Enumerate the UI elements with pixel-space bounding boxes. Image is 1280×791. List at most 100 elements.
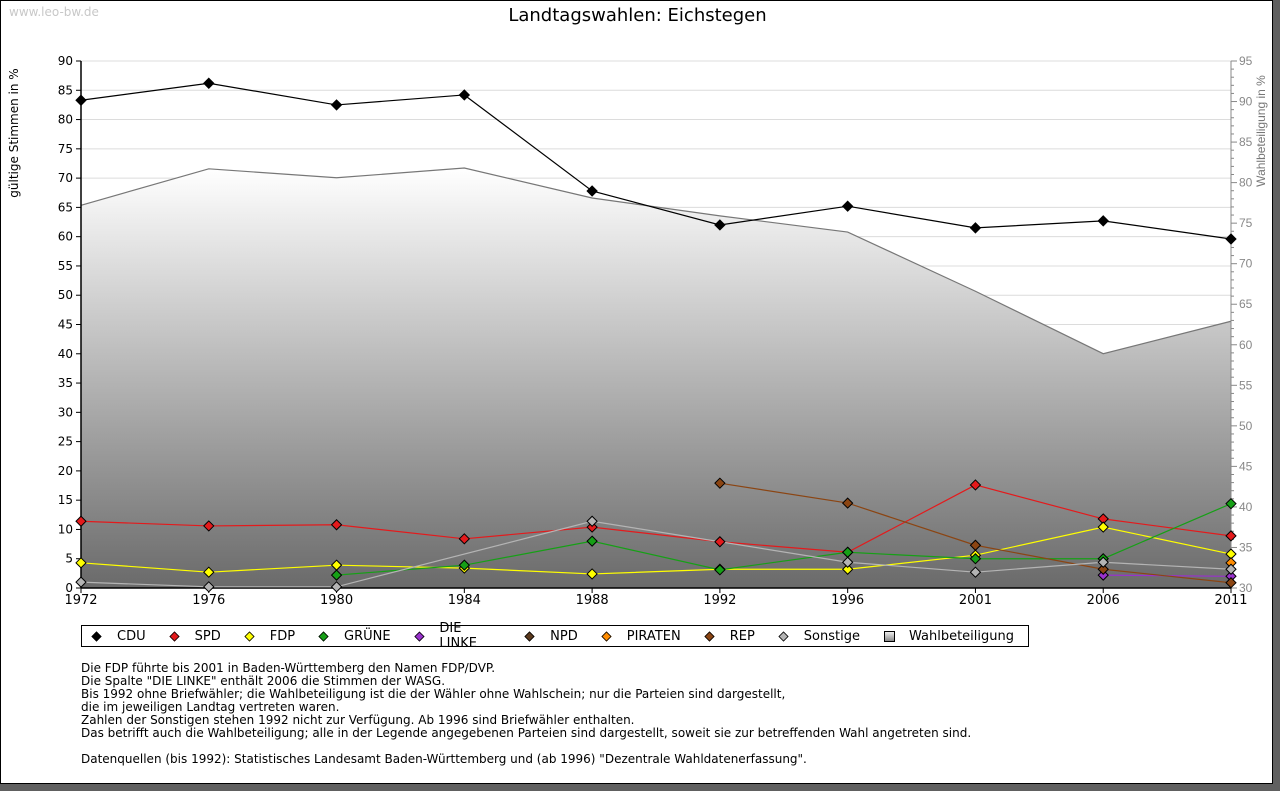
y2-tick-label: 55 [1239,378,1253,392]
y-tick-label: 35 [58,376,73,390]
y-tick-label: 90 [58,54,73,68]
data-point-fdp [586,568,598,580]
data-point-cdu [969,222,982,234]
y2-axis-label: Wahlbeteiligung in % [1254,75,1268,187]
x-tick-label: 1976 [192,593,225,608]
y-tick-label: 15 [58,493,73,507]
data-point-gr-ne [1225,497,1237,510]
chart-svg: 0 5 10 15 20 25 30 35 40 45 50 55 60 65 70 75 80 85 90 30 35… [7,54,1268,608]
legend-item: DIE LINKE [413,621,502,651]
legend-label: FDP [269,628,296,644]
y2-tick-label: 50 [1239,419,1253,433]
legend-label: DIE LINKE [439,621,477,651]
data-point-sonstige [1225,563,1237,575]
series-points [75,77,1237,593]
x-tick-label: 1992 [703,593,736,608]
footnote-line: Die Spalte "DIE LINKE" enthält 2006 die … [81,674,446,688]
data-point-gr-ne [586,535,598,547]
chart-title: Landtagswahlen: Eichstegen [508,5,767,26]
legend-label: Sonstige [803,628,860,644]
legend-label: GRÜNE [344,628,391,644]
legend-marker-icon [601,630,612,642]
data-point-cdu [841,200,854,212]
y-tick-label: 10 [58,522,73,536]
y2-tick-label: 40 [1239,500,1253,514]
x-tick-label: 1972 [64,593,97,608]
y-tick-label: 65 [58,200,73,214]
data-point-spd [75,515,87,527]
footnotes: Die FDP führte bis 2001 in Baden-Württem… [81,662,971,766]
data-point-fdp [841,563,854,575]
y-tick-label: 85 [58,83,73,97]
data-point-spd [586,521,598,533]
data-point-sonstige [330,581,343,593]
legend-marker-icon [91,630,102,642]
legend-item: Wahlbeteiligung [883,628,1014,644]
data-point-cdu [586,185,598,197]
y-tick-label: 75 [58,142,73,156]
data-point-cdu [1097,215,1109,227]
y2-tick-label: 70 [1239,257,1253,271]
y-tick-label: 60 [58,230,73,244]
data-point-cdu [1225,233,1237,245]
data-point-spd [203,520,215,532]
series-line-spd [80,484,1232,553]
legend-marker-icon [778,630,789,642]
data-point-spd [1225,530,1237,542]
data-point-sonstige [203,581,215,593]
legend-label: SPD [194,628,221,644]
footnote-line: Bis 1992 ohne Briefwähler; die Wahlbetei… [81,687,786,701]
y2-tick-label: 65 [1239,297,1253,311]
y-tick-label: 70 [58,171,73,185]
x-tick-label: 1996 [831,593,864,608]
x-tick-label: 2011 [1214,593,1247,608]
x-tick-label: 1984 [448,593,481,608]
legend-marker-icon [704,630,715,642]
legend-item: SPD [169,628,221,644]
legend-marker-icon [524,630,535,642]
footnote-line: die im jeweiligen Landtag vertreten ware… [81,700,340,714]
y2-tick-label: 85 [1239,135,1253,149]
footnote-line: Datenquellen (bis 1992): Statistisches L… [81,752,807,766]
data-point-gr-ne [714,564,726,576]
legend-label: PIRATEN [626,628,681,644]
axes: 0 5 10 15 20 25 30 35 40 45 50 55 60 65 70 75 80 85 90 30 35… [58,54,1253,608]
legend: CDU SPD FDP GRÜNE DIE LINKE NPD PIRATEN REP Sons… [81,621,1029,651]
data-point-cdu [714,219,726,231]
series-line-cdu [80,82,1232,240]
data-point-rep [969,539,982,551]
data-point-rep [714,477,726,489]
data-point-sonstige [75,576,87,588]
data-point-rep [1225,577,1237,589]
y-tick-label: 50 [58,288,73,302]
watermark: www.leo-bw.de [9,5,99,19]
data-point-spd [458,533,471,545]
y-tick-label: 40 [58,347,73,361]
y2-tick-label: 60 [1239,338,1253,352]
data-point-fdp [203,566,215,578]
data-point-cdu [330,99,343,111]
data-point-cdu [75,94,87,106]
y-axis-label: gültige Stimmen in % [7,68,21,197]
data-point-gr-ne [330,569,343,581]
x-tick-label: 1980 [320,593,353,608]
data-point-sonstige [1097,556,1109,568]
legend-label: Wahlbeteiligung [908,628,1014,644]
turnout-area [80,167,1232,588]
y2-tick-label: 30 [1239,581,1253,595]
data-point-sonstige [969,566,982,578]
footnote-line: Das betrifft auch die Wahlbeteiligung; a… [81,726,972,740]
legend-marker-icon [318,630,329,642]
y-tick-label: 20 [58,464,73,478]
y-tick-label: 5 [65,552,73,566]
y-tick-label: 25 [58,435,73,449]
data-point-gr-ne [458,559,471,571]
series-line-gr-ne [336,503,1232,576]
y-tick-label: 0 [65,581,73,595]
legend-marker-icon [244,630,255,642]
turnout-line [80,167,1232,355]
x-tick-label: 2006 [1087,593,1120,608]
y2-tick-label: 80 [1239,176,1253,190]
legend-label: CDU [117,628,146,644]
y2-tick-label: 95 [1239,54,1253,68]
